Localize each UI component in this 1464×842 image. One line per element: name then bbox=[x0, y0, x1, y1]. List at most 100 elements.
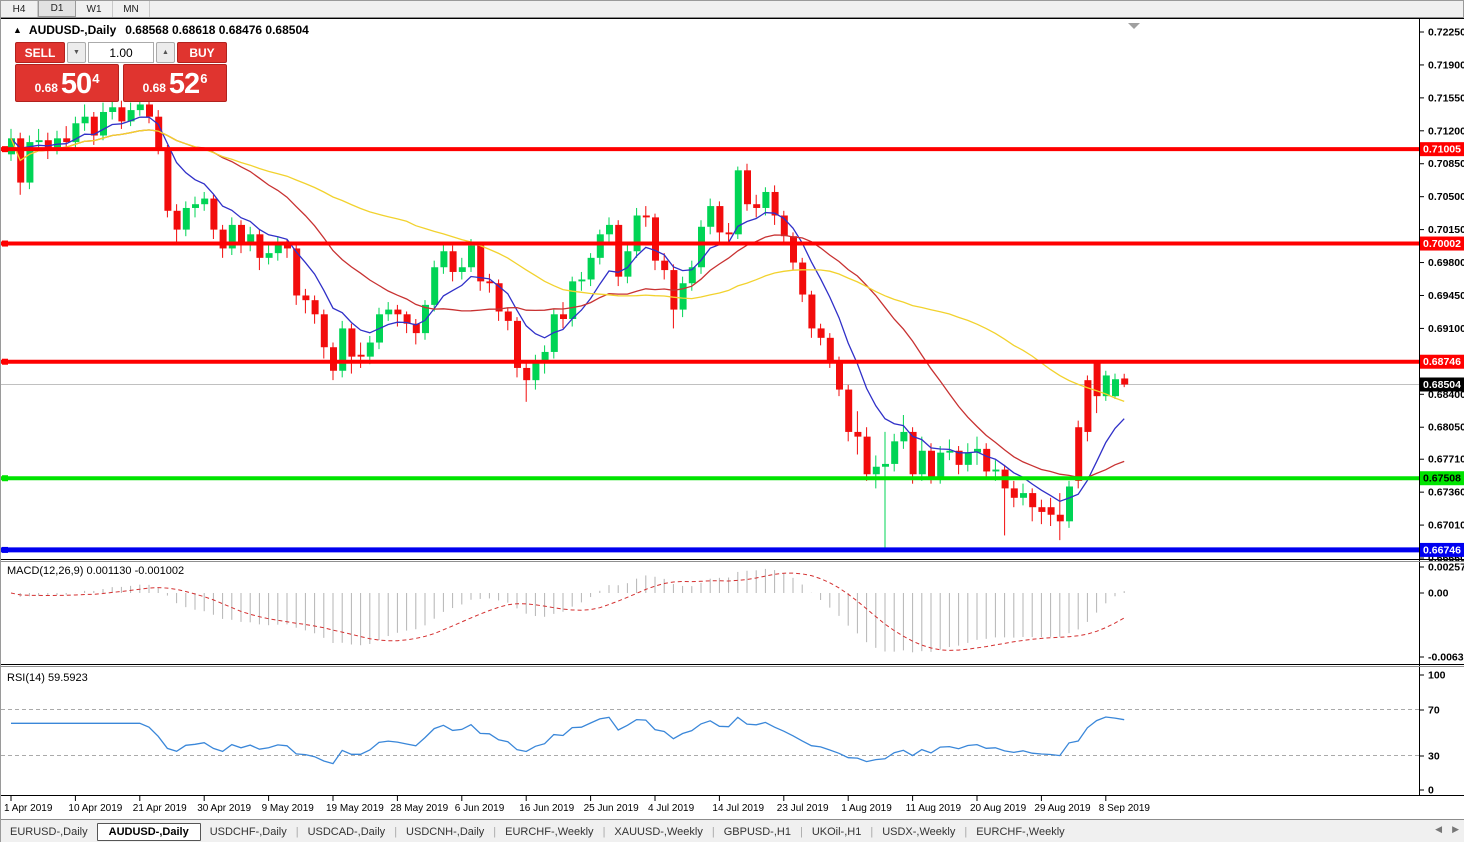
resistance-2-price-tag-label: 0.70002 bbox=[1423, 238, 1461, 250]
candlestick bbox=[63, 138, 71, 143]
candlestick bbox=[698, 226, 705, 268]
date-tick-label: 16 Jun 2019 bbox=[519, 803, 574, 814]
candlestick bbox=[449, 251, 457, 272]
rsi-axis-label: 30 bbox=[1428, 751, 1440, 763]
tab-xauusd-weekly[interactable]: XAUUSD-,Weekly bbox=[614, 825, 703, 838]
candlestick bbox=[1112, 379, 1119, 397]
tab-separator: | bbox=[964, 825, 968, 838]
tab-audusd-daily[interactable]: AUDUSD-,Daily bbox=[96, 822, 201, 841]
candlestick bbox=[1093, 362, 1101, 397]
tab-ukoil-h1[interactable]: UKOil-,H1 bbox=[811, 825, 862, 838]
macd-axis-label: -0.006326 bbox=[1428, 652, 1464, 664]
candlestick bbox=[210, 198, 218, 230]
candlestick bbox=[403, 314, 411, 324]
volume-decrease-icon[interactable]: ▼ bbox=[67, 42, 86, 63]
date-tick-label: 21 Apr 2019 bbox=[133, 803, 187, 814]
sell-price-box[interactable]: 0.68 50 4 bbox=[15, 64, 119, 102]
tab-eurchf-weekly[interactable]: EURCHF-,Weekly bbox=[505, 825, 594, 838]
current-price-tag bbox=[1420, 377, 1464, 392]
candlestick bbox=[100, 111, 107, 136]
candlestick bbox=[118, 107, 126, 122]
candlestick bbox=[136, 104, 144, 111]
sell-price-prefix: 0.68 bbox=[34, 81, 58, 95]
resistance-3-price-tag-label: 0.68746 bbox=[1423, 356, 1461, 368]
candlestick bbox=[201, 198, 209, 205]
resistance-3-anchor[interactable] bbox=[2, 358, 8, 365]
candlestick bbox=[854, 431, 862, 437]
candlestick bbox=[504, 311, 512, 321]
candlestick bbox=[863, 436, 871, 475]
buy-price-box[interactable]: 0.68 52 6 bbox=[123, 64, 227, 102]
candlestick bbox=[495, 283, 503, 312]
candlestick bbox=[238, 224, 245, 244]
date-tick-label: 9 May 2019 bbox=[262, 803, 315, 814]
candlestick bbox=[974, 448, 981, 453]
tab-separator: | bbox=[602, 825, 606, 838]
candlestick bbox=[872, 466, 880, 475]
date-tick-label: 30 Apr 2019 bbox=[197, 803, 251, 814]
candlestick bbox=[928, 450, 935, 478]
candlestick bbox=[652, 217, 659, 261]
buy-button[interactable]: BUY bbox=[177, 42, 227, 63]
current-price-tag-label: 0.68504 bbox=[1423, 379, 1461, 391]
support-green-price-tag-label: 0.67508 bbox=[1423, 473, 1461, 485]
date-tick-label: 1 Apr 2019 bbox=[4, 803, 53, 814]
candlestick bbox=[1066, 486, 1073, 522]
support-blue-price-tag-label: 0.66746 bbox=[1423, 544, 1461, 556]
ma-slow-line bbox=[10, 129, 1125, 403]
support-green-anchor[interactable] bbox=[2, 475, 8, 482]
candlestick bbox=[606, 224, 613, 235]
price-tick-label: 0.69100 bbox=[1428, 323, 1464, 335]
timeframe-button-mn[interactable]: MN bbox=[113, 1, 150, 17]
date-tick-label: 1 Aug 2019 bbox=[841, 803, 892, 814]
candlestick bbox=[8, 138, 15, 155]
timeframe-button-h4[interactable]: H4 bbox=[1, 1, 38, 17]
candlestick bbox=[339, 328, 347, 371]
chart-shift-marker-icon[interactable] bbox=[1128, 23, 1140, 29]
resistance-1-price-tag-label: 0.71005 bbox=[1423, 144, 1461, 156]
candlestick bbox=[284, 243, 291, 249]
tab-usdchf-daily[interactable]: USDCHF-,Daily bbox=[209, 825, 287, 838]
volume-increase-icon[interactable]: ▲ bbox=[156, 42, 175, 63]
tab-scroll-left-icon[interactable]: ◀ bbox=[1435, 824, 1443, 834]
timeframe-button-w1[interactable]: W1 bbox=[76, 1, 113, 17]
candlestick bbox=[964, 452, 972, 465]
candlestick bbox=[615, 224, 623, 277]
resistance-2-anchor[interactable] bbox=[2, 240, 8, 247]
rsi-axis-label: 0 bbox=[1428, 785, 1434, 797]
volume-input[interactable]: 1.00 bbox=[88, 42, 154, 63]
candlestick bbox=[891, 441, 899, 464]
support-blue-anchor[interactable] bbox=[2, 546, 8, 553]
chart-canvas[interactable]: 0.72250 0.71900 0.71550 0.71200 0.70850 0.705… bbox=[1, 18, 1464, 819]
price-tick-label: 0.67010 bbox=[1428, 520, 1464, 532]
candlestick bbox=[247, 234, 255, 244]
tab-scroll-right-icon[interactable]: ▶ bbox=[1452, 824, 1459, 834]
candlestick bbox=[937, 452, 945, 478]
rsi-line bbox=[11, 716, 1125, 765]
candlestick bbox=[81, 116, 89, 124]
candlestick bbox=[569, 281, 577, 320]
tab-usdcnh-daily[interactable]: USDCNH-,Daily bbox=[406, 825, 485, 838]
collapse-trade-panel-icon[interactable]: ▲ bbox=[13, 24, 22, 35]
candlestick bbox=[900, 431, 908, 442]
sell-button[interactable]: SELL bbox=[15, 42, 65, 63]
symbol-tabbar: EURUSD-,Daily AUDUSD-,Daily USDCHF-,Daily |… bbox=[1, 819, 1464, 842]
candlestick bbox=[385, 309, 393, 315]
candlestick bbox=[366, 342, 374, 357]
candlestick bbox=[311, 300, 319, 315]
tab-usdcad-daily[interactable]: USDCAD-,Daily bbox=[307, 825, 386, 838]
price-tick-label: 0.68050 bbox=[1428, 422, 1464, 434]
tab-usdx-weekly[interactable]: USDX-,Weekly bbox=[882, 825, 956, 838]
resistance-1-anchor[interactable] bbox=[2, 146, 8, 153]
timeframe-button-d1[interactable]: D1 bbox=[38, 1, 76, 17]
candlestick bbox=[302, 295, 310, 301]
tab-eurchf-weekly[interactable]: EURCHF-,Weekly bbox=[976, 825, 1065, 838]
tab-gbpusd-h1[interactable]: GBPUSD-,H1 bbox=[723, 825, 791, 838]
candlestick bbox=[744, 170, 751, 205]
price-tick-label: 0.70850 bbox=[1428, 158, 1464, 170]
price-tick-label: 0.69450 bbox=[1428, 290, 1464, 302]
candlestick bbox=[54, 138, 61, 148]
candlestick bbox=[799, 262, 807, 295]
tab-eurusd-daily[interactable]: EURUSD-,Daily bbox=[10, 825, 88, 838]
